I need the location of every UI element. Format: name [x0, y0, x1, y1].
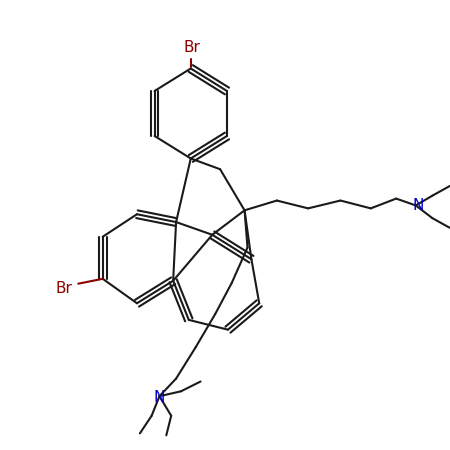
Text: N: N: [154, 390, 165, 405]
Text: Br: Br: [183, 40, 200, 55]
Text: N: N: [412, 198, 423, 213]
Text: Br: Br: [55, 281, 72, 296]
